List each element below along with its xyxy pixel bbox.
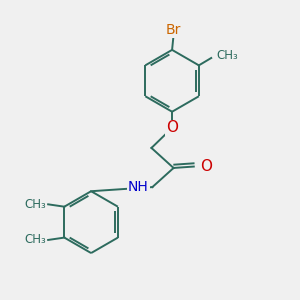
- Text: Br: Br: [166, 23, 181, 37]
- Text: O: O: [200, 159, 212, 174]
- Text: NH: NH: [128, 180, 149, 194]
- Text: CH₃: CH₃: [25, 198, 46, 211]
- Text: CH₃: CH₃: [25, 233, 46, 247]
- Text: CH₃: CH₃: [217, 49, 238, 62]
- Text: O: O: [166, 120, 178, 135]
